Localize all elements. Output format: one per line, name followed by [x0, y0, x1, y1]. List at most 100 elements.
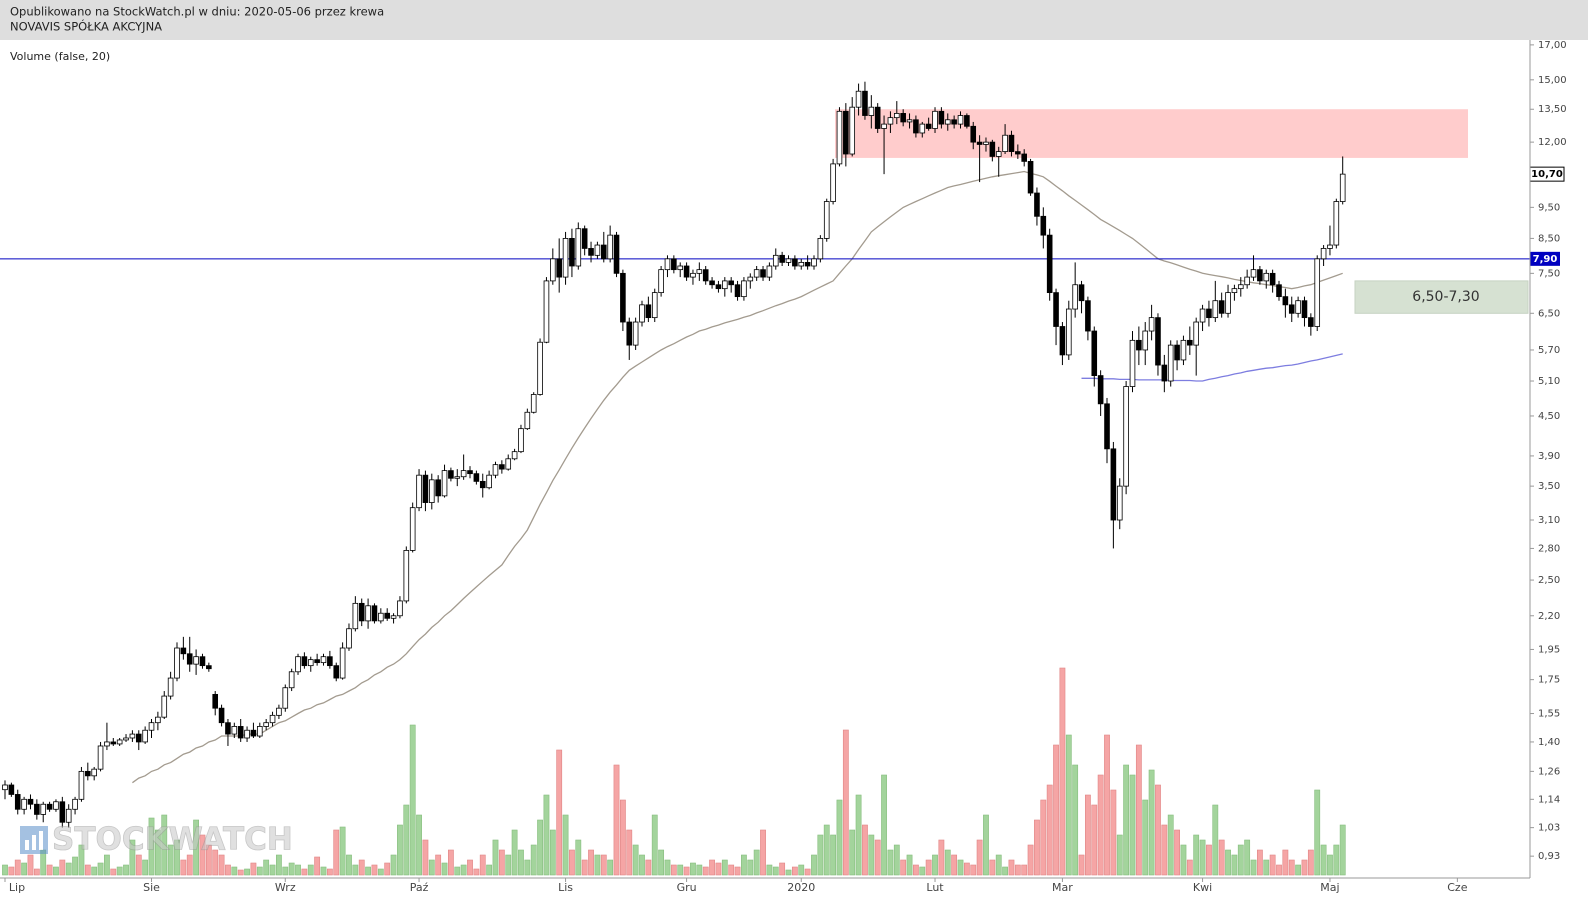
candle-body [1187, 339, 1193, 346]
candle-body [900, 113, 906, 123]
volume-bar [409, 724, 416, 876]
candle-body [957, 115, 964, 125]
candle-body [938, 110, 945, 125]
volume-bar [881, 774, 887, 876]
volume-bar [295, 864, 301, 876]
volume-bar [651, 814, 658, 876]
candle-body [1129, 339, 1136, 387]
candle-body [581, 228, 588, 249]
watermark: STOCKWATCH [20, 821, 293, 858]
volume-bar [320, 866, 327, 876]
volume-bar [1231, 854, 1238, 876]
candle-body [1314, 258, 1321, 327]
candle-body [562, 238, 569, 278]
volume-bar [1104, 734, 1110, 876]
volume-bar [473, 868, 480, 876]
volume-bar [607, 859, 614, 876]
candle-body [772, 254, 779, 267]
x-tick-label: Maj [1320, 881, 1339, 894]
candle-body [1104, 403, 1110, 450]
candle-body [976, 141, 983, 145]
candle-body [333, 665, 340, 679]
candle-body [951, 119, 957, 125]
y-tick-label: 0,93 [1538, 851, 1560, 862]
candle-body [129, 733, 136, 739]
candle-body [932, 110, 938, 129]
volume-bar [435, 854, 442, 876]
volume-bar [785, 869, 792, 876]
candle-body [2, 784, 8, 791]
volume-bar [728, 864, 735, 876]
volume-bar [1123, 764, 1130, 876]
volume-bar [250, 862, 257, 876]
volume-bar [588, 849, 594, 876]
volume-bar [887, 849, 894, 876]
candle-body [600, 244, 607, 260]
candle-body [817, 238, 824, 260]
candle-body [371, 605, 378, 622]
candle-body [1123, 386, 1129, 487]
volume-bar [8, 866, 15, 876]
volume-bar [741, 854, 747, 876]
volume-bar [14, 859, 21, 876]
volume-bar [186, 854, 193, 876]
volume-bar [1053, 744, 1059, 876]
candle-body [307, 659, 314, 667]
candle-body [123, 737, 129, 741]
volume-bar [358, 859, 365, 876]
volume-bar [944, 849, 951, 876]
volume-bar [1295, 864, 1302, 876]
y-tick-label: 17,00 [1538, 40, 1567, 51]
candle-body [454, 476, 461, 479]
candle-body [1155, 317, 1161, 366]
volume-bar [225, 864, 231, 876]
candle-body [613, 234, 620, 274]
candle-body [760, 269, 766, 278]
y-tick-label: 2,50 [1538, 575, 1560, 586]
volume-bar [1237, 844, 1244, 876]
candle-body [1327, 244, 1333, 249]
candle-body [499, 464, 505, 470]
volume-bar [556, 749, 563, 876]
candle-body [1046, 234, 1053, 294]
volume-bar [91, 866, 98, 876]
y-tick-label: 13,50 [1538, 104, 1567, 115]
level-label: 7,90 [1533, 254, 1558, 265]
x-tick-label: Mar [1052, 881, 1073, 894]
candle-body [989, 141, 996, 157]
candle-body [823, 201, 830, 239]
volume-bar [779, 862, 786, 876]
candle-body [1065, 308, 1072, 356]
volume-bar [218, 854, 225, 876]
candle-body [1237, 284, 1244, 290]
volume-bar [1250, 859, 1257, 876]
volume-bar [1193, 834, 1200, 876]
volume-bar [256, 866, 263, 876]
volume-bar [116, 866, 123, 876]
candle-body [263, 722, 269, 727]
volume-bar [467, 859, 473, 876]
candle-body [135, 733, 142, 743]
volume-bar [352, 864, 359, 876]
volume-bar [2, 864, 8, 876]
volume-bar [530, 844, 537, 876]
candle-body [91, 768, 97, 777]
y-tick-label: 3,50 [1538, 481, 1560, 492]
volume-bar [1072, 764, 1079, 876]
volume-bar [1116, 834, 1123, 876]
volume-bar [900, 859, 907, 876]
candle-body [894, 113, 900, 119]
volume-bar [1097, 774, 1104, 876]
volume-bar [78, 844, 85, 876]
candle-body [1148, 317, 1155, 332]
volume-bar [862, 824, 868, 876]
volume-bar [760, 829, 766, 876]
candle-body [664, 258, 671, 271]
volume-bar [913, 864, 919, 876]
volume-bar [925, 859, 932, 876]
volume-bar [690, 862, 696, 876]
volume-bar [498, 849, 505, 876]
candle-body [97, 745, 104, 770]
candle-body [722, 280, 728, 290]
candle-body [21, 798, 27, 810]
